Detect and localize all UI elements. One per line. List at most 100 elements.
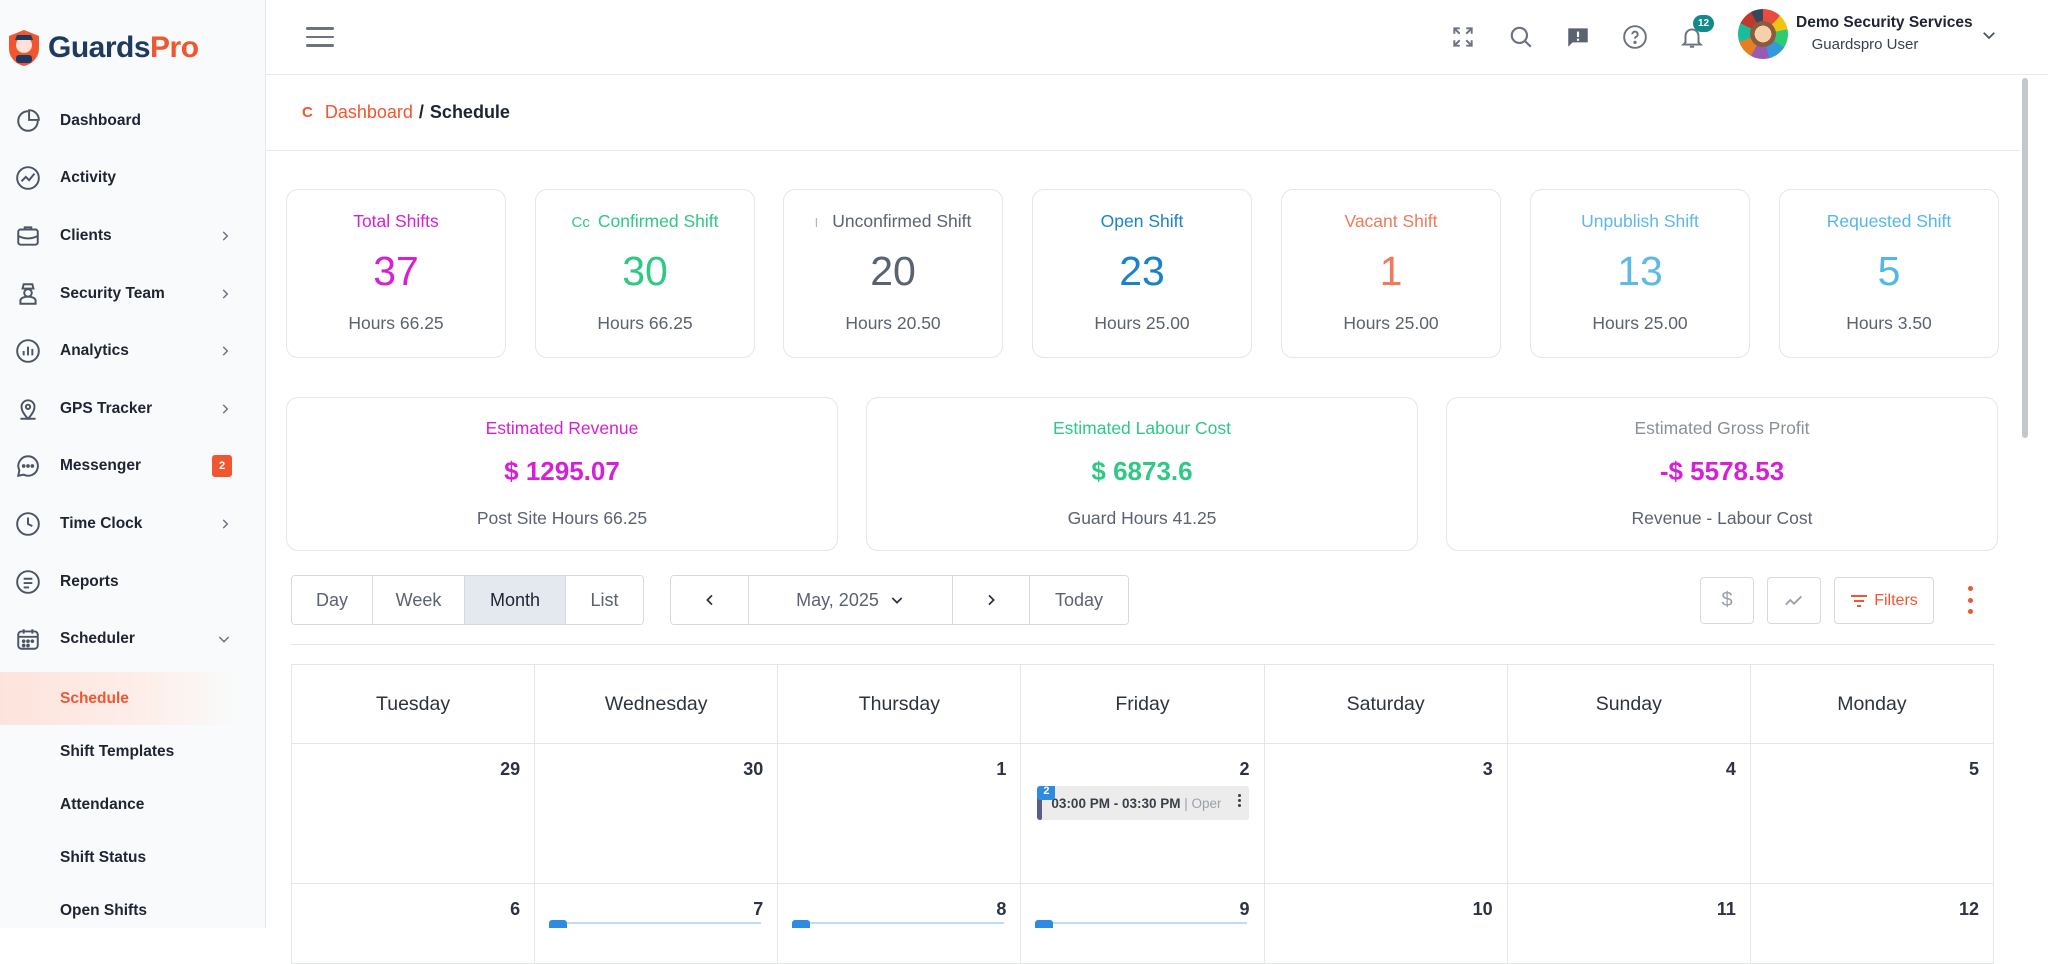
stat-value: 13 — [1617, 248, 1663, 294]
filters-label: Filters — [1874, 591, 1918, 609]
calendar-day-cell[interactable]: 2 2 03:00 PM - 03:30 PM | Open — [1021, 744, 1265, 883]
filters-button[interactable]: Filters — [1834, 577, 1934, 624]
fullscreen-icon[interactable] — [1448, 22, 1478, 52]
avatar[interactable] — [1738, 9, 1788, 59]
calendar-day-cell[interactable]: 3 — [1265, 744, 1508, 883]
feedback-icon[interactable] — [1563, 22, 1593, 52]
sidebar-item-time-clock[interactable]: Time Clock — [0, 495, 266, 553]
calendar-day-cell[interactable]: 6 — [292, 884, 536, 963]
calendar-day-cell[interactable]: 12 — [1751, 884, 1993, 963]
estimate-value: $ 1295.07 — [504, 456, 620, 486]
calendar-day-cell[interactable]: 11 — [1508, 884, 1751, 963]
stat-hours: Hours 25.00 — [1094, 313, 1190, 333]
view-day-button[interactable]: Day — [292, 576, 373, 624]
stat-label: Vacant Shift — [1344, 211, 1438, 231]
sidebar-item-scheduler[interactable]: Scheduler — [0, 610, 266, 668]
unread-badge: 2 — [212, 455, 232, 478]
today-button[interactable]: Today — [1030, 576, 1128, 624]
calendar-day-cell[interactable]: 1 — [778, 744, 1022, 883]
pie-chart-icon — [14, 107, 42, 135]
sidebar-item-clients[interactable]: Clients — [0, 207, 266, 265]
stat-card-unpublish-shift[interactable]: Unpublish Shift 13 Hours 25.00 — [1530, 189, 1750, 358]
sidebar-item-activity[interactable]: Activity — [0, 150, 266, 208]
day-number: 5 — [1968, 759, 1979, 779]
stat-card-vacant-shift[interactable]: Vacant Shift 1 Hours 25.00 — [1281, 189, 1501, 358]
breadcrumb: C Dashboard / Schedule — [302, 102, 510, 123]
chevron-right-icon — [218, 287, 232, 301]
sidebar-subitem-open-shifts[interactable]: Open Shifts — [60, 901, 147, 919]
stat-card-total-shifts[interactable]: Total Shifts 37 Hours 66.25 — [286, 189, 506, 358]
search-icon[interactable] — [1506, 22, 1536, 52]
sidebar-item-label: Activity — [60, 169, 116, 187]
stat-card-confirmed-shift[interactable]: Cc Confirmed Shift 30 Hours 66.25 — [535, 189, 755, 358]
next-period-button[interactable] — [953, 576, 1030, 624]
calendar-day-cell[interactable]: 7 — [535, 884, 779, 963]
sidebar-item-gps-tracker[interactable]: GPS Tracker — [0, 380, 266, 438]
more-options-icon[interactable] — [1962, 584, 1978, 616]
view-month-button[interactable]: Month — [465, 576, 566, 624]
calendar-day-cell[interactable]: 8 — [778, 884, 1022, 963]
event-more-icon[interactable] — [1238, 794, 1242, 807]
sidebar-item-label: Security Team — [60, 284, 165, 302]
calendar-week-row: 29 30 1 2 2 03:00 PM - 03:30 PM | Open 3… — [291, 744, 1994, 884]
sidebar-subitem-shift-templates[interactable]: Shift Templates — [60, 742, 175, 760]
view-list-button[interactable]: List — [566, 576, 643, 624]
sidebar-item-label: Dashboard — [60, 111, 141, 129]
event-count-badge: 2 — [1037, 786, 1056, 800]
shift-event[interactable] — [549, 920, 762, 928]
shift-event[interactable]: 2 03:00 PM - 03:30 PM | Open — [1037, 786, 1250, 820]
sidebar-item-security-team[interactable]: Security Team — [0, 265, 266, 323]
user-menu[interactable]: Demo Security Services Guardspro User — [1796, 12, 1973, 56]
show-cost-button[interactable]: $ — [1700, 577, 1754, 624]
scrollbar-thumb[interactable] — [2022, 78, 2028, 438]
sidebar-subitem-shift-status[interactable]: Shift Status — [60, 848, 147, 866]
view-switcher: Day Week Month List — [291, 575, 644, 625]
stat-label: Requested Shift — [1826, 211, 1952, 231]
stat-card-unconfirmed-shift[interactable]: I Unconfirmed Shift 20 Hours 20.50 — [783, 189, 1003, 358]
topbar: 12 Demo Security Services Guardspro User — [266, 0, 2048, 75]
shift-event[interactable] — [792, 920, 1005, 928]
stat-label: Unpublish Shift — [1581, 211, 1699, 231]
filter-lines-icon — [1851, 594, 1868, 607]
chevron-down-icon — [891, 597, 903, 604]
clock-icon — [14, 510, 42, 538]
sidebar-item-dashboard[interactable]: Dashboard — [0, 92, 266, 150]
estimate-subtext: Post Site Hours 66.25 — [476, 508, 648, 528]
menu-toggle-icon[interactable] — [306, 24, 334, 50]
calendar-day-cell[interactable]: 4 — [1508, 744, 1751, 883]
sidebar-item-messenger[interactable]: Messenger 2 — [0, 438, 266, 496]
brand-logo[interactable]: GuardsPro — [6, 26, 199, 70]
help-icon[interactable] — [1620, 22, 1650, 52]
page-scrollbar[interactable] — [2020, 75, 2030, 928]
stat-card-requested-shift[interactable]: Requested Shift 5 Hours 3.50 — [1779, 189, 1999, 358]
calendar-day-cell[interactable]: 5 — [1751, 744, 1993, 883]
sidebar-item-label: Analytics — [60, 342, 129, 360]
chevron-down-icon[interactable] — [1980, 26, 1998, 49]
previous-period-button[interactable] — [671, 576, 749, 624]
breadcrumb-link-dashboard[interactable]: Dashboard — [324, 102, 413, 122]
calendar-day-cell[interactable]: 9 — [1021, 884, 1265, 963]
calendar-week-row: 6 7 8 9 10 11 12 — [291, 884, 1994, 964]
show-trend-button[interactable] — [1767, 577, 1821, 624]
divider — [291, 644, 1995, 645]
stat-label: Open Shift — [1100, 211, 1184, 231]
shift-event[interactable] — [1035, 920, 1248, 928]
period-select[interactable]: May, 2025 — [749, 576, 953, 624]
sidebar-item-reports[interactable]: Reports — [0, 553, 266, 611]
calendar-day-cell[interactable]: 30 — [535, 744, 779, 883]
stat-card-open-shift[interactable]: Open Shift 23 Hours 25.00 — [1032, 189, 1252, 358]
calendar-day-cell[interactable]: 10 — [1265, 884, 1508, 963]
briefcase-icon — [14, 222, 42, 250]
stat-value: 1 — [1379, 248, 1403, 294]
guard-icon — [14, 280, 42, 308]
breadcrumb-bar: C Dashboard / Schedule — [266, 75, 2020, 151]
sidebar-item-analytics[interactable]: Analytics — [0, 322, 266, 380]
sidebar-subitem-schedule[interactable]: Schedule — [0, 672, 236, 725]
dollar-icon: $ — [1721, 589, 1733, 611]
sidebar-subitem-attendance[interactable]: Attendance — [60, 795, 145, 813]
bell-icon[interactable]: 12 — [1677, 15, 1714, 52]
view-week-button[interactable]: Week — [373, 576, 465, 624]
calendar-day-cell[interactable]: 29 — [292, 744, 536, 883]
weekday-label: Sunday — [1508, 665, 1751, 743]
brand-name: GuardsPro — [48, 31, 199, 64]
